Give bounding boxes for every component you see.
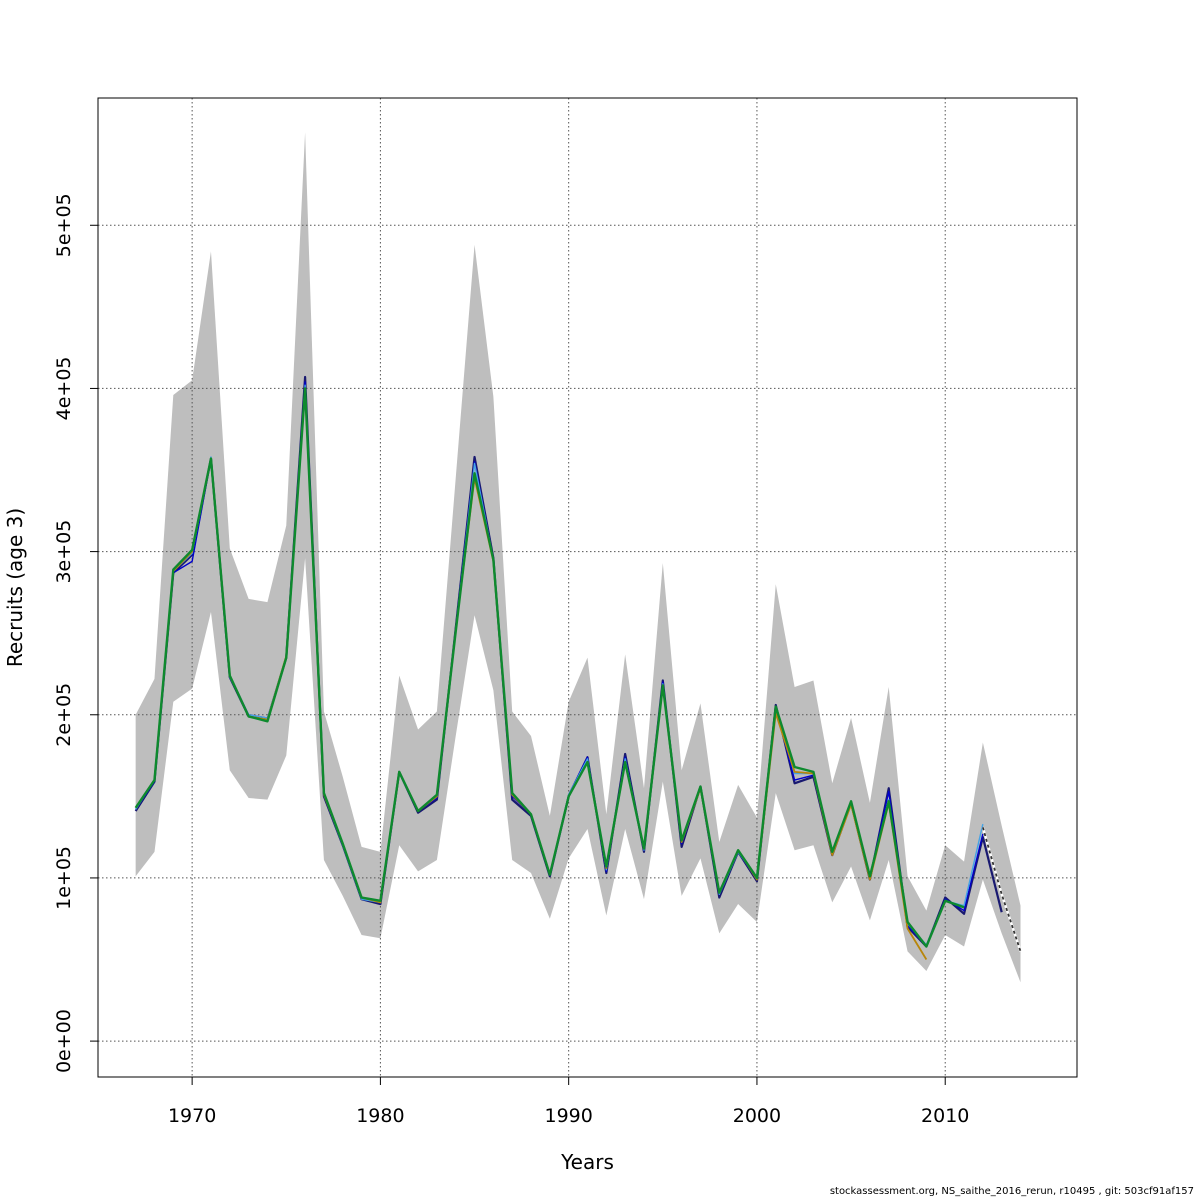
x-tick-label: 2000 — [733, 1105, 781, 1127]
confidence-band-layer — [135, 132, 1021, 983]
y-tick-label: 4e+05 — [53, 356, 75, 420]
series-line-6 — [981, 827, 1022, 952]
y-tick-label: 5e+05 — [53, 193, 75, 257]
x-tick-label: 1970 — [168, 1105, 216, 1127]
y-tick-label: 2e+05 — [53, 683, 75, 747]
grid-layer — [98, 98, 1077, 1077]
y-tick-label: 1e+05 — [53, 846, 75, 910]
x-tick-label: 2010 — [921, 1105, 969, 1127]
x-tick-label: 1980 — [356, 1105, 404, 1127]
y-tick-label: 0e+00 — [53, 1009, 75, 1073]
axis-layer: 1970 1980 1990 2000 2010 0e+00 1e+05 2e+05 3e+05… — [53, 193, 969, 1127]
y-tick-label: 3e+05 — [53, 520, 75, 584]
plot-frame — [97, 97, 1078, 1078]
series-layer — [134, 375, 1022, 960]
confidence-band — [135, 132, 1021, 983]
x-axis-title: Years — [560, 1150, 614, 1174]
y-axis-title: Recruits (age 3) — [3, 508, 27, 667]
x-tick-label: 1990 — [544, 1105, 592, 1127]
series-line-5 — [134, 387, 965, 948]
footer-caption: stockassessment.org, NS_saithe_2016_reru… — [829, 1186, 1194, 1197]
